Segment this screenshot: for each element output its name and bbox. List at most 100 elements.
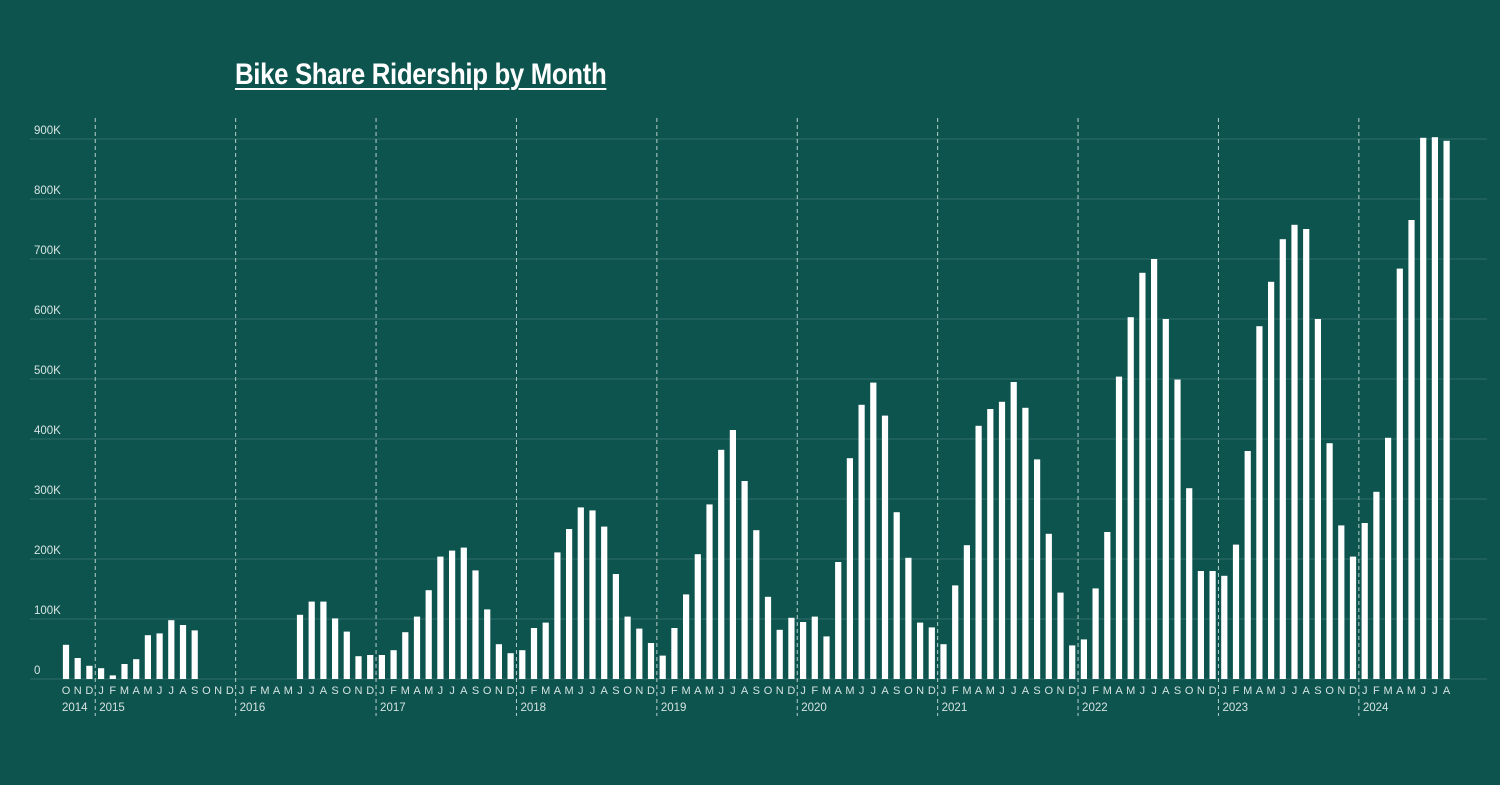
bar xyxy=(402,632,409,679)
x-tick-label: S xyxy=(1314,685,1321,697)
bar xyxy=(367,655,374,679)
bar xyxy=(507,653,514,679)
bar xyxy=(987,409,994,679)
x-tick-label: N xyxy=(776,685,784,697)
x-tick-label: M xyxy=(682,685,691,697)
x-tick-label: A xyxy=(133,685,141,697)
y-tick-label: 0 xyxy=(34,665,40,677)
x-tick-label: J xyxy=(1432,685,1438,697)
bar xyxy=(449,550,456,679)
x-tick-label: S xyxy=(191,685,198,697)
x-tick-label: F xyxy=(671,685,678,697)
bar xyxy=(1326,443,1333,679)
x-tick-label: J xyxy=(449,685,455,697)
x-tick-label: D xyxy=(1209,685,1217,697)
x-tick-label: F xyxy=(811,685,818,697)
bar xyxy=(1045,533,1052,679)
x-tick-label: F xyxy=(390,685,397,697)
bar xyxy=(917,622,924,679)
year-label: 2024 xyxy=(1363,702,1389,714)
x-tick-label: A xyxy=(1396,685,1404,697)
x-tick-label: J xyxy=(999,685,1005,697)
x-tick-label: J xyxy=(157,685,163,697)
x-tick-label: A xyxy=(413,685,421,697)
bar xyxy=(905,557,912,679)
year-label: 2016 xyxy=(240,702,266,714)
bar xyxy=(62,644,70,679)
x-tick-label: O xyxy=(764,685,773,697)
x-tick-label: F xyxy=(531,685,538,697)
x-tick-label: A xyxy=(460,685,468,697)
bar xyxy=(1104,532,1111,679)
x-tick-label: O xyxy=(62,685,71,697)
x-tick-label: J xyxy=(98,685,104,697)
x-tick-label: D xyxy=(226,685,234,697)
x-tick-label: D xyxy=(928,685,936,697)
x-tick-label: A xyxy=(554,685,562,697)
x-tick-label: M xyxy=(1103,685,1112,697)
bar xyxy=(355,656,362,679)
x-tick-label: A xyxy=(1115,685,1123,697)
bar xyxy=(975,425,982,679)
bar xyxy=(460,547,467,679)
x-tick-label: A xyxy=(1303,685,1311,697)
bar xyxy=(1034,459,1041,679)
bar xyxy=(191,630,198,679)
bar xyxy=(1303,229,1310,679)
bar xyxy=(636,628,643,679)
bar xyxy=(776,629,783,679)
bar xyxy=(858,404,865,679)
x-tick-label: M xyxy=(962,685,971,697)
bar xyxy=(683,594,690,679)
bar xyxy=(1314,319,1321,679)
bar xyxy=(566,529,573,679)
x-tick-label: A xyxy=(1443,685,1451,697)
bar xyxy=(308,601,315,679)
bar xyxy=(86,665,93,679)
x-tick-label: D xyxy=(1349,685,1357,697)
bar xyxy=(1221,575,1228,679)
x-tick-label: N xyxy=(1197,685,1205,697)
x-tick-label: J xyxy=(1292,685,1298,697)
bar xyxy=(1420,137,1427,680)
x-tick-label: A xyxy=(694,685,702,697)
bar xyxy=(320,601,327,679)
y-tick-label: 200K xyxy=(34,545,61,557)
x-tick-label: O xyxy=(1045,685,1054,697)
x-tick-label: A xyxy=(881,685,889,697)
bar xyxy=(179,625,187,679)
y-tick-label: 100K xyxy=(34,605,61,617)
x-tick-label: J xyxy=(590,685,596,697)
bar xyxy=(647,643,655,679)
x-tick-label: N xyxy=(74,685,82,697)
x-tick-label: M xyxy=(1384,685,1393,697)
y-tick-label: 900K xyxy=(34,125,61,137)
x-tick-label: F xyxy=(1373,685,1380,697)
bar xyxy=(144,635,151,679)
x-tick-label: A xyxy=(1022,685,1030,697)
x-tick-label: J xyxy=(520,685,526,697)
x-tick-label: N xyxy=(495,685,503,697)
x-tick-label: J xyxy=(1280,685,1286,697)
x-tick-label: J xyxy=(1151,685,1157,697)
bar xyxy=(601,526,608,679)
bar xyxy=(1139,272,1146,679)
bar xyxy=(1279,239,1286,679)
bar xyxy=(624,616,631,679)
y-tick-label: 600K xyxy=(34,305,61,317)
y-axis: 0 100K 200K 300K 400K 500K 600K 700K 800K 900K xyxy=(34,125,61,677)
x-tick-label: F xyxy=(250,685,257,697)
bar xyxy=(963,545,970,679)
y-tick-label: 300K xyxy=(34,485,61,497)
x-tick-label: F xyxy=(109,685,116,697)
bar xyxy=(332,618,339,679)
bar xyxy=(1232,544,1240,679)
bar xyxy=(940,644,947,679)
bars xyxy=(62,137,1450,680)
bar xyxy=(378,655,385,679)
bar xyxy=(554,552,561,679)
x-tick-label: O xyxy=(202,685,211,697)
bar xyxy=(472,570,479,679)
